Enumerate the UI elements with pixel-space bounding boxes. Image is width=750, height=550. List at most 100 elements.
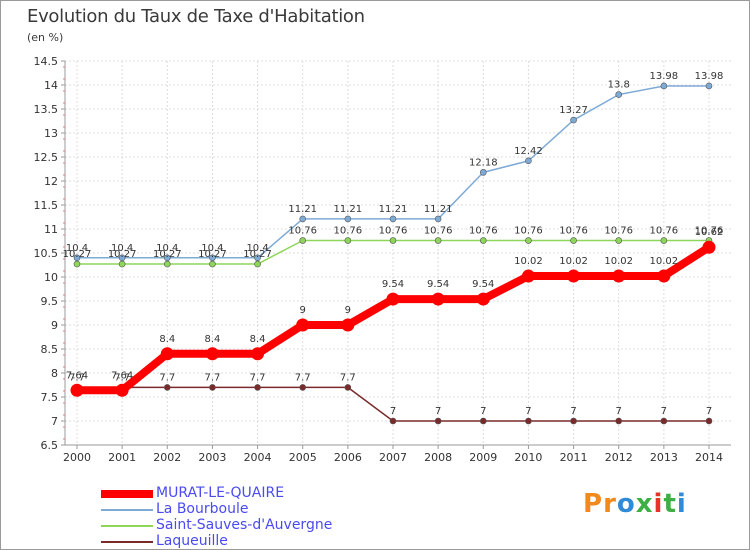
data-label: 7 bbox=[525, 406, 531, 417]
data-point bbox=[705, 82, 713, 90]
data-label: 12.18 bbox=[469, 157, 498, 168]
y-tick-label: 14.5 bbox=[34, 55, 59, 68]
y-tick-label: 12 bbox=[44, 175, 58, 188]
y-tick-label: 11.5 bbox=[34, 199, 59, 212]
x-tick-label: 2003 bbox=[198, 451, 226, 464]
data-label: 10.76 bbox=[514, 226, 543, 237]
data-point bbox=[389, 417, 397, 425]
data-label: 11.21 bbox=[288, 204, 317, 215]
data-point bbox=[344, 215, 352, 223]
data-label: 7 bbox=[435, 406, 441, 417]
data-label: 10.27 bbox=[63, 249, 92, 260]
y-tick-label: 6.5 bbox=[41, 439, 59, 452]
data-label: 10.76 bbox=[288, 226, 317, 237]
y-tick-label: 9.5 bbox=[41, 295, 59, 308]
data-point bbox=[612, 269, 626, 283]
data-point bbox=[254, 260, 261, 268]
data-label: 8.4 bbox=[159, 334, 175, 345]
data-label: 9 bbox=[345, 305, 351, 316]
data-point bbox=[521, 269, 535, 283]
data-label: 7.7 bbox=[114, 372, 130, 383]
data-point bbox=[434, 215, 442, 223]
data-point bbox=[163, 260, 171, 268]
logo-letter: i bbox=[676, 489, 687, 519]
y-tick-label: 8 bbox=[51, 367, 58, 380]
logo-letter: r bbox=[603, 489, 617, 519]
data-label: 7 bbox=[480, 406, 486, 417]
data-label: 7.7 bbox=[250, 372, 266, 383]
data-label: 7.7 bbox=[204, 372, 220, 383]
data-label: 9 bbox=[300, 305, 306, 316]
data-label: 10.27 bbox=[243, 249, 272, 260]
chart-subtitle: (en %) bbox=[27, 31, 64, 44]
logo-letter: P bbox=[583, 489, 604, 519]
logo-letter: x bbox=[635, 489, 654, 519]
data-label: 7.7 bbox=[295, 372, 311, 383]
y-tick-label: 9 bbox=[51, 319, 58, 332]
legend-swatch bbox=[101, 525, 153, 527]
x-tick-label: 2014 bbox=[695, 451, 723, 464]
data-point bbox=[567, 269, 581, 283]
data-label: 7 bbox=[616, 406, 622, 417]
data-label: 10.02 bbox=[650, 256, 679, 267]
data-point bbox=[299, 215, 307, 223]
data-label: 10.76 bbox=[650, 226, 679, 237]
y-tick-label: 14 bbox=[44, 79, 58, 92]
data-point bbox=[341, 318, 355, 332]
data-label: 12.42 bbox=[514, 146, 543, 157]
x-tick-label: 2006 bbox=[334, 451, 362, 464]
data-point bbox=[299, 237, 307, 244]
data-label: 7.64 bbox=[66, 370, 88, 381]
y-tick-label: 11 bbox=[44, 223, 58, 236]
legend-swatch bbox=[101, 509, 153, 511]
legend-swatch bbox=[101, 490, 153, 498]
data-point bbox=[386, 292, 400, 306]
data-label: 10.02 bbox=[514, 256, 543, 267]
data-point bbox=[251, 347, 265, 361]
data-label: 13.8 bbox=[608, 80, 630, 91]
data-point bbox=[615, 237, 623, 244]
data-label: 10.76 bbox=[695, 226, 724, 237]
x-tick-label: 2013 bbox=[650, 451, 678, 464]
data-label: 7.64 bbox=[111, 370, 133, 381]
data-point bbox=[660, 237, 668, 244]
data-point bbox=[570, 417, 577, 425]
data-label: 10.4 bbox=[201, 243, 223, 254]
y-tick-label: 7 bbox=[51, 415, 58, 428]
data-point bbox=[570, 237, 577, 244]
x-tick-label: 2009 bbox=[469, 451, 497, 464]
data-label: 9.54 bbox=[382, 279, 404, 290]
data-label: 10.4 bbox=[111, 243, 133, 254]
data-label: 7.7 bbox=[340, 372, 356, 383]
data-point bbox=[434, 417, 442, 425]
data-label: 9.54 bbox=[472, 279, 494, 290]
legend-swatch bbox=[101, 541, 153, 543]
x-tick-label: 2010 bbox=[514, 451, 542, 464]
data-label: 7 bbox=[390, 406, 396, 417]
proxiti-logo: Proxiti bbox=[583, 489, 687, 519]
data-label: 10.4 bbox=[246, 243, 268, 254]
data-label: 7.7 bbox=[69, 372, 85, 383]
data-point bbox=[209, 384, 216, 391]
data-label: 10.4 bbox=[156, 243, 178, 254]
data-label: 10.27 bbox=[198, 249, 227, 260]
data-label: 8.4 bbox=[204, 334, 220, 345]
data-point bbox=[615, 91, 623, 98]
x-tick-label: 2001 bbox=[108, 451, 136, 464]
data-point bbox=[702, 240, 716, 254]
data-label: 11.21 bbox=[379, 204, 408, 215]
y-tick-label: 8.5 bbox=[41, 343, 59, 356]
legend-label: Laqueuille bbox=[156, 533, 228, 549]
data-point bbox=[254, 384, 261, 391]
data-point bbox=[657, 269, 671, 283]
data-point bbox=[344, 384, 352, 391]
y-tick-label: 10.5 bbox=[34, 247, 59, 260]
data-label: 8.4 bbox=[250, 334, 266, 345]
legend-label: Saint-Sauves-d'Auvergne bbox=[156, 517, 333, 533]
x-tick-label: 2005 bbox=[289, 451, 317, 464]
data-label: 7 bbox=[661, 406, 667, 417]
y-tick-label: 13 bbox=[44, 127, 58, 140]
data-label: 10.27 bbox=[108, 249, 137, 260]
